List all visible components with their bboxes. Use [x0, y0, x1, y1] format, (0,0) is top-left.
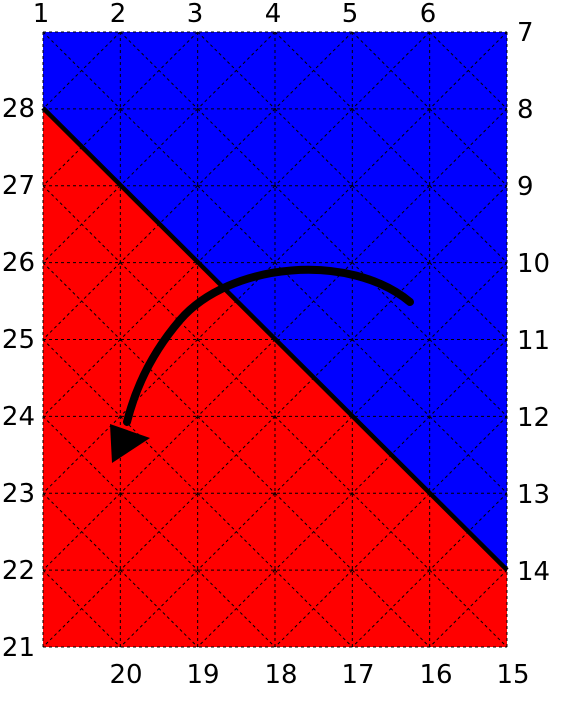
left-label-25: 25: [2, 325, 35, 355]
left-label-27: 27: [2, 171, 35, 201]
top-label-1: 1: [33, 0, 50, 29]
bottom-label-19: 19: [186, 660, 219, 690]
left-label-26: 26: [2, 248, 35, 278]
right-label-8: 8: [517, 95, 534, 125]
left-label-28: 28: [2, 94, 35, 124]
top-label-6: 6: [420, 0, 437, 29]
bottom-label-17: 17: [341, 660, 374, 690]
bottom-label-15: 15: [496, 660, 529, 690]
bottom-label-16: 16: [419, 660, 452, 690]
left-label-24: 24: [2, 402, 35, 432]
right-label-14: 14: [517, 557, 550, 587]
left-label-21: 21: [2, 633, 35, 663]
right-label-13: 13: [517, 480, 550, 510]
top-label-5: 5: [342, 0, 359, 29]
right-label-11: 11: [517, 326, 550, 356]
top-label-4: 4: [265, 0, 282, 29]
right-label-12: 12: [517, 403, 550, 433]
right-label-10: 10: [517, 249, 550, 279]
right-label-7: 7: [517, 18, 534, 48]
top-label-3: 3: [187, 0, 204, 29]
bottom-label-20: 20: [109, 660, 142, 690]
left-label-22: 22: [2, 556, 35, 586]
top-label-2: 2: [110, 0, 127, 29]
bottom-label-18: 18: [264, 660, 297, 690]
left-label-23: 23: [2, 479, 35, 509]
right-label-9: 9: [517, 172, 534, 202]
